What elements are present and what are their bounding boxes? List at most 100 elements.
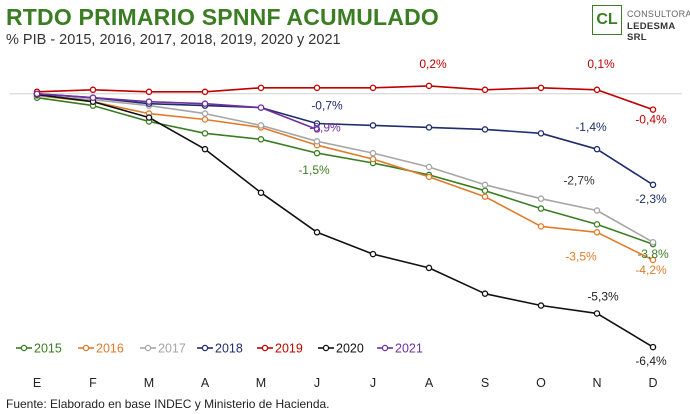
data-point-2020 (257, 189, 265, 196)
series-line-2019 (36, 85, 654, 111)
data-point-2016 (481, 193, 489, 200)
data-point-2019 (537, 84, 545, 92)
data-point-2015 (313, 149, 321, 157)
series-line-2020 (36, 93, 654, 348)
data-point-2019 (257, 84, 265, 92)
data-point-2015 (537, 205, 545, 212)
logo-initials: CL (592, 5, 622, 35)
series-lines (33, 82, 657, 351)
data-point-2019 (369, 84, 377, 92)
x-tick-label: M (256, 376, 266, 390)
data-point-2017 (313, 138, 321, 145)
x-tick-label: N (592, 376, 601, 390)
data-label: -0,4% (635, 113, 667, 127)
data-point-2019 (593, 86, 601, 94)
data-point-2020 (313, 229, 321, 236)
data-point-2017 (537, 195, 545, 202)
legend-item-2020: 2020 (318, 342, 364, 356)
x-tick-label: J (370, 376, 376, 390)
data-point-2016 (369, 155, 377, 163)
legend-swatch-marker (322, 344, 330, 352)
legend-label: 2021 (395, 342, 423, 356)
data-point-2015 (201, 130, 209, 137)
source-note: Fuente: Elaborado en base INDEC y Minist… (6, 397, 330, 411)
consultora-logo: CL CONSULTORA LEDESMA SRL (592, 5, 690, 43)
data-point-2016 (201, 116, 209, 123)
data-point-2016 (537, 223, 545, 230)
data-point-2019 (425, 82, 433, 90)
data-point-2019 (649, 106, 657, 113)
series-2020 (33, 91, 657, 351)
legend-item-2017: 2017 (140, 342, 186, 356)
legend-swatch-marker (261, 344, 269, 352)
data-point-2018 (425, 124, 433, 131)
data-point-2019 (145, 88, 153, 96)
data-label: -6,4% (635, 354, 667, 368)
data-label: -5,3% (587, 289, 619, 303)
legend-label: 2020 (336, 342, 364, 356)
data-label: -2,7% (563, 174, 595, 188)
data-label: -3,5% (565, 249, 597, 263)
chart-title: RTDO PRIMARIO SPNNF ACUMULADO (6, 4, 439, 30)
legend-swatch-marker (201, 344, 209, 352)
data-point-2018 (593, 145, 601, 153)
legend-label: 2017 (158, 342, 186, 356)
data-point-2019 (481, 86, 489, 94)
series-line-2017 (36, 94, 654, 243)
data-point-2019 (313, 84, 321, 92)
series-line-2015 (36, 96, 654, 245)
x-tick-label: A (201, 376, 210, 390)
data-point-2020 (145, 114, 153, 121)
data-point-2018 (537, 130, 545, 137)
data-point-2020 (649, 343, 657, 351)
data-point-2017 (257, 122, 265, 129)
legend-item-2019: 2019 (257, 342, 303, 356)
data-point-2017 (201, 110, 209, 117)
legend-label: 2018 (215, 342, 243, 356)
data-point-2020 (593, 310, 601, 317)
x-tick-label: E (33, 376, 41, 390)
x-tick-label: S (481, 376, 489, 390)
data-point-2018 (369, 122, 377, 129)
data-label: -0,9% (309, 120, 341, 134)
data-point-2018 (481, 126, 489, 133)
series-line-2016 (36, 94, 654, 261)
data-point-2020 (369, 250, 377, 258)
data-label: -1,5% (298, 163, 330, 177)
x-tick-label: M (144, 376, 154, 390)
series-2015 (33, 94, 657, 248)
data-point-2016 (425, 173, 433, 181)
legend-label: 2019 (275, 342, 303, 356)
data-point-2015 (257, 136, 265, 143)
logo-line1: CONSULTORA (627, 9, 690, 19)
series-2021 (33, 90, 321, 133)
series-2019 (33, 82, 657, 113)
data-point-2019 (201, 88, 209, 96)
data-point-2021 (33, 90, 41, 98)
legend-item-2021: 2021 (377, 342, 423, 356)
logo-line2: LEDESMA SRL (627, 21, 676, 43)
data-point-2015 (593, 221, 601, 228)
legend-item-2016: 2016 (78, 342, 124, 356)
data-point-2019 (89, 86, 97, 94)
x-tick-label: F (89, 376, 97, 390)
data-label: -1,4% (575, 120, 607, 134)
data-point-2020 (537, 302, 545, 309)
data-labels: 0,2% 0,1% -0,4% -0,7% -0,9% -1,5% -1,4% -2,7% -2… (298, 57, 669, 368)
data-point-2021 (201, 100, 209, 107)
x-tick-label: J (314, 376, 320, 390)
data-point-2017 (593, 207, 601, 214)
x-tick-label: O (536, 376, 546, 390)
data-point-2020 (481, 290, 489, 297)
data-label: -0,7% (311, 98, 343, 112)
data-point-2020 (201, 145, 209, 153)
legend-swatch-marker (381, 344, 389, 352)
x-tick-label: D (648, 376, 657, 390)
data-label: 0,2% (419, 57, 447, 71)
data-point-2016 (649, 256, 657, 264)
data-point-2017 (481, 181, 489, 189)
data-label: -2,3% (635, 192, 667, 206)
series-line-2021 (36, 93, 318, 131)
